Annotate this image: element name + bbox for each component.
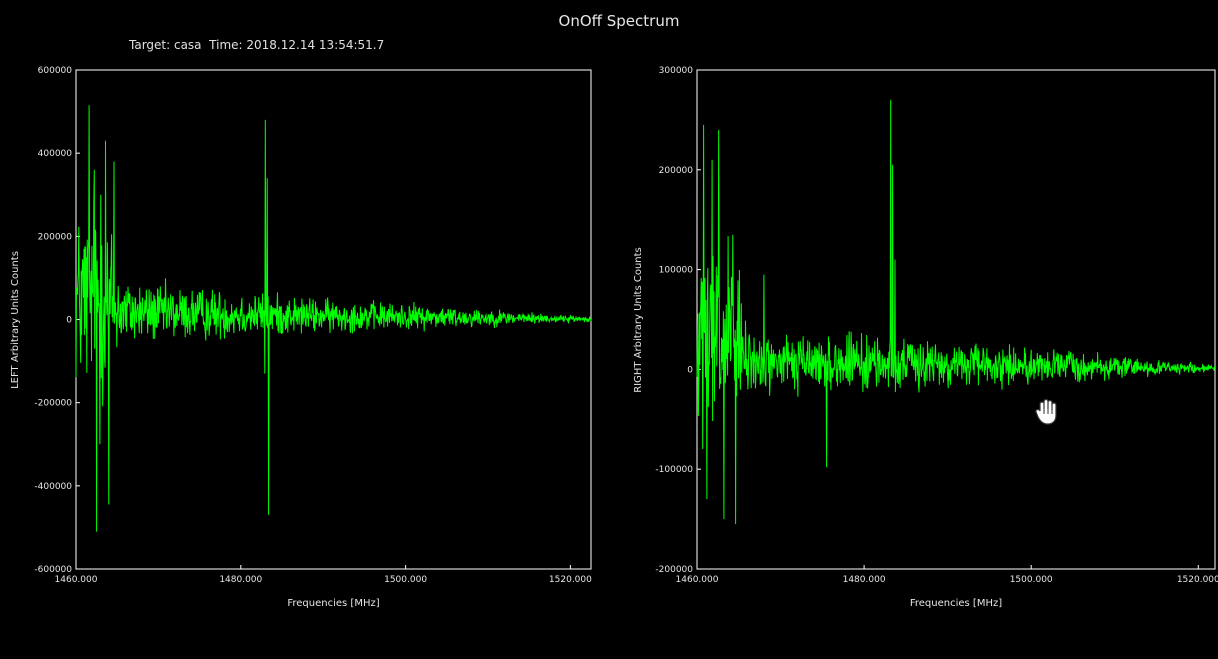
- target-time-label: Target: casa Time: 2018.12.14 13:54:51.7: [129, 38, 385, 52]
- spectrum-trace: [696, 99, 1216, 525]
- y-tick-label: -100000: [655, 465, 693, 475]
- y-tick-label: 300000: [659, 66, 694, 76]
- y-tick-label: -400000: [34, 482, 72, 492]
- y-tick-label: 100000: [659, 266, 694, 276]
- y-tick-label: 200000: [659, 166, 694, 176]
- spectrum-trace: [75, 105, 592, 532]
- x-tick-label: 1480.000: [843, 575, 886, 585]
- x-tick-label: 1500.000: [384, 575, 427, 585]
- x-tick-label: 1520.000: [1177, 575, 1218, 585]
- x-tick-label: 1520.000: [549, 575, 592, 585]
- y-tick-label: -600000: [34, 565, 72, 575]
- window-title: OnOff Spectrum: [558, 12, 680, 30]
- x-tick-label: 1460.000: [676, 575, 719, 585]
- plot-right: 300000 200000 100000 0 -100000 -2000001460.00…: [633, 66, 1218, 609]
- y-axis-label: LEFT Arbitrary Units Counts: [10, 251, 21, 389]
- plot-left: 600000 400000 200000 0 -200000 -400000 -600000…: [10, 66, 592, 609]
- y-axis-label: RIGHT Arbitrary Units Counts: [633, 247, 644, 393]
- x-tick-label: 1500.000: [1010, 575, 1053, 585]
- plot-frame: [696, 69, 1216, 570]
- y-tick-label: 200000: [38, 232, 73, 242]
- y-tick-label: 600000: [38, 66, 73, 76]
- y-tick-label: 400000: [38, 149, 73, 159]
- y-tick-label: -200000: [34, 399, 72, 409]
- y-tick-label: 0: [687, 365, 693, 375]
- hand-grab-icon: [1035, 398, 1059, 426]
- x-tick-label: 1460.000: [55, 575, 98, 585]
- x-axis-label: Frequencies [MHz]: [287, 598, 379, 609]
- y-tick-label: -200000: [655, 565, 693, 575]
- x-tick-label: 1480.000: [219, 575, 262, 585]
- x-axis-label: Frequencies [MHz]: [910, 598, 1002, 609]
- y-tick-label: 0: [66, 316, 72, 326]
